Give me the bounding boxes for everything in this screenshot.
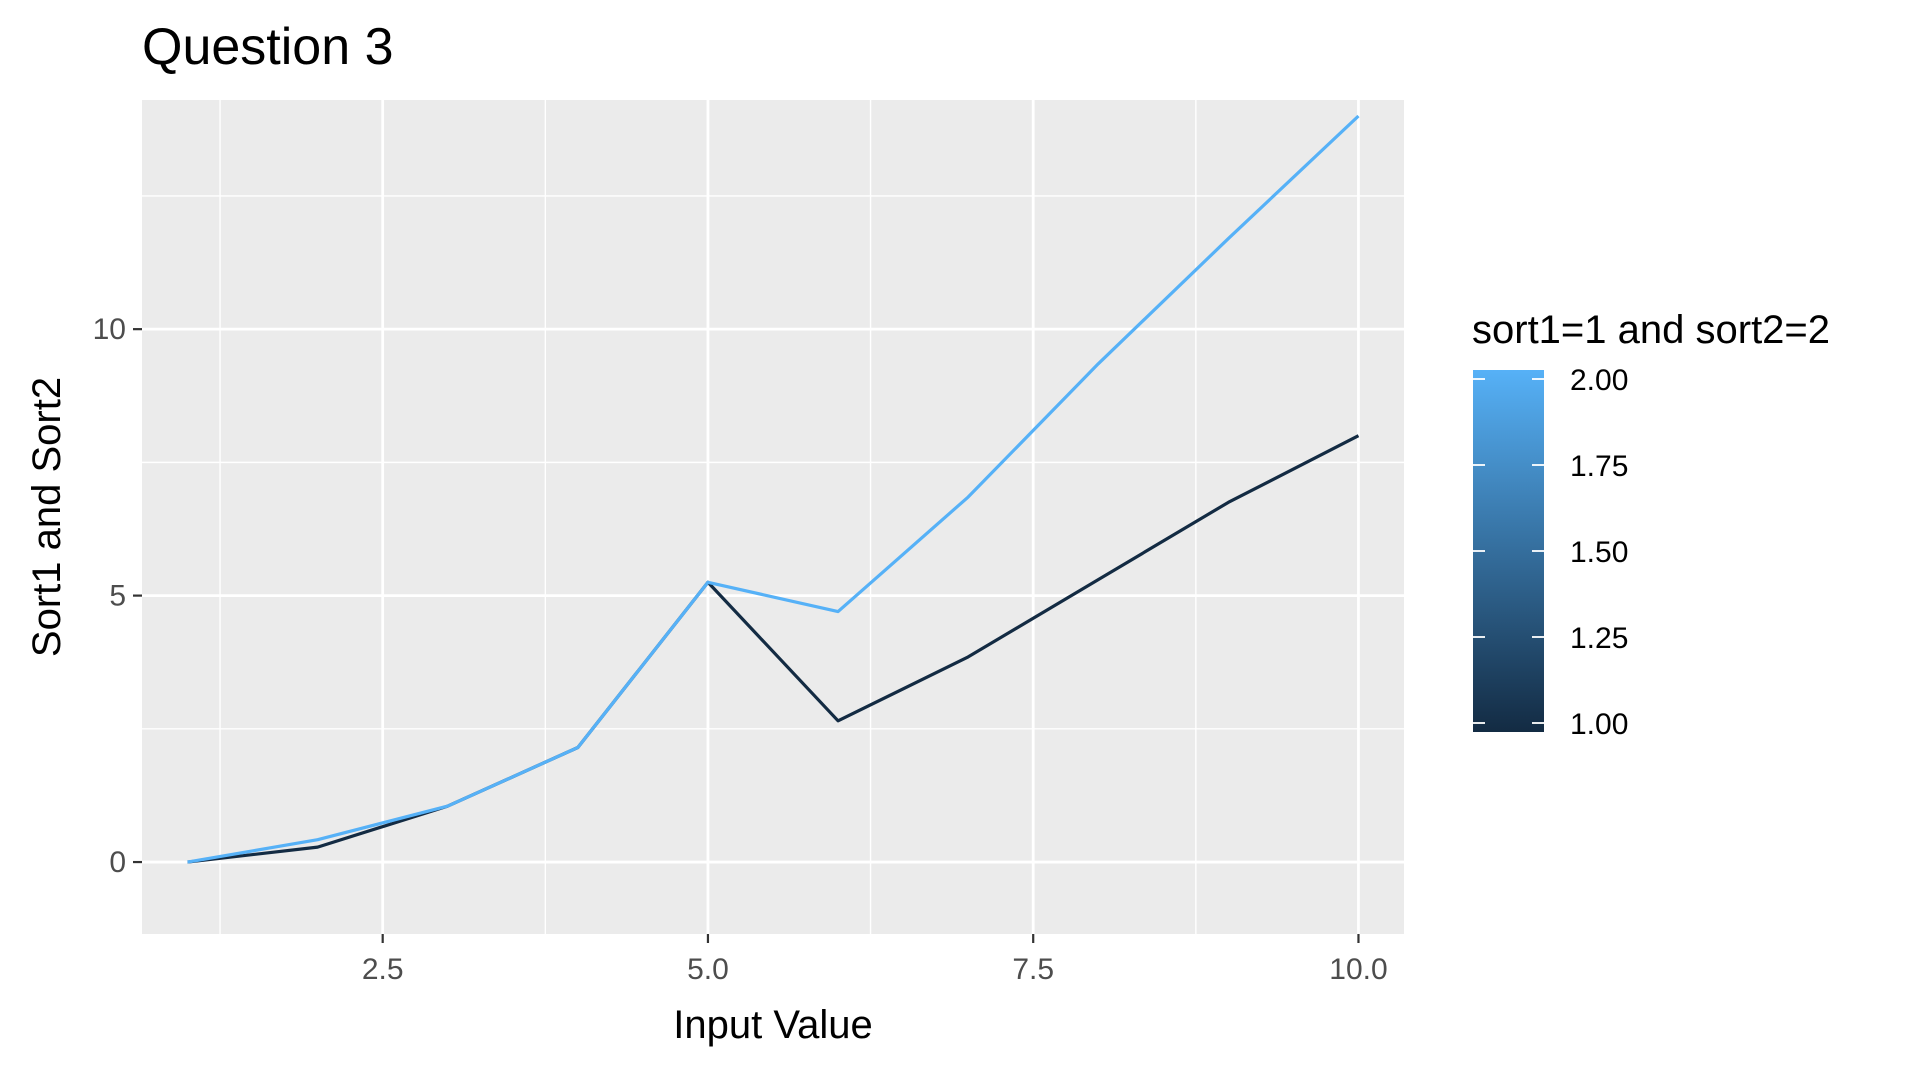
y-tick-label: 10 bbox=[93, 313, 126, 346]
legend-title: sort1=1 and sort2=2 bbox=[1472, 308, 1830, 352]
plot-panel bbox=[142, 100, 1404, 934]
legend-tick-label: 1.50 bbox=[1570, 536, 1628, 569]
y-axis-title: Sort1 and Sort2 bbox=[25, 377, 69, 657]
legend-tick-label: 1.25 bbox=[1570, 622, 1628, 655]
legend-tick-label: 1.00 bbox=[1570, 708, 1628, 741]
legend-tick-label: 2.00 bbox=[1570, 364, 1628, 397]
chart-title: Question 3 bbox=[142, 18, 394, 76]
x-tick-label: 2.5 bbox=[362, 953, 404, 986]
legend-tick-label: 1.75 bbox=[1570, 450, 1628, 483]
grid-minor bbox=[142, 100, 1404, 934]
series-line-2 bbox=[187, 114, 1360, 864]
y-tick-label: 5 bbox=[109, 580, 126, 613]
x-tick-label: 7.5 bbox=[1012, 953, 1054, 986]
legend-ticks: 1.00 1.25 1.50 1.75 2.00 bbox=[1473, 364, 1628, 741]
series-line-1 bbox=[187, 434, 1360, 864]
x-axis-title: Input Value bbox=[673, 1003, 872, 1047]
x-axis: 2.5 5.0 7.5 10.0 bbox=[362, 934, 1388, 986]
legend: sort1=1 and sort2=2 1.00 1.25 1.50 1.75 2.00 bbox=[1472, 308, 1830, 741]
series-lines bbox=[187, 114, 1360, 864]
x-tick-label: 10.0 bbox=[1329, 953, 1387, 986]
y-axis: 0 5 10 bbox=[93, 313, 142, 879]
x-tick-label: 5.0 bbox=[687, 953, 729, 986]
y-tick-label: 0 bbox=[109, 846, 126, 879]
